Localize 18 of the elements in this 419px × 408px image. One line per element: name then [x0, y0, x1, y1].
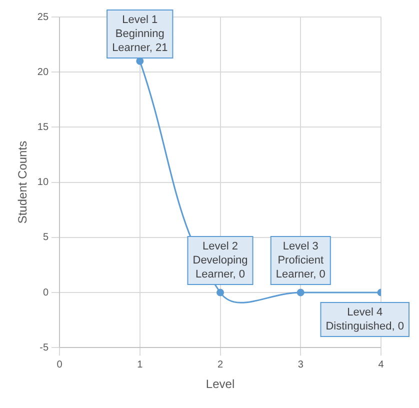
x-tick-label: 0	[56, 359, 63, 370]
x-axis-title: Level	[206, 377, 235, 392]
y-tick-label: 10	[37, 177, 49, 188]
x-tick-label: 3	[298, 359, 304, 370]
x-tick-label: 4	[378, 359, 384, 370]
annotation: Level 3 Proficient Learner, 0	[276, 240, 326, 281]
y-tick-label: -5	[40, 342, 49, 354]
y-tick-label: 5	[42, 232, 49, 244]
y-tick-label: 15	[37, 122, 49, 133]
x-tick-label: 1	[137, 359, 144, 370]
annotation: Level 2 Developing Learner, 0	[192, 240, 248, 281]
annotation: Level 4 Distinguished, 0	[326, 306, 404, 333]
x-tick-label: 2	[217, 359, 224, 370]
y-tick-label: 0	[42, 287, 49, 298]
y-tick-label: 25	[37, 12, 49, 23]
annotation: Level 1 Beginning Learner, 21	[112, 14, 168, 54]
y-tick-label: 20	[37, 66, 49, 78]
y-axis-title: Student Counts	[16, 140, 30, 224]
